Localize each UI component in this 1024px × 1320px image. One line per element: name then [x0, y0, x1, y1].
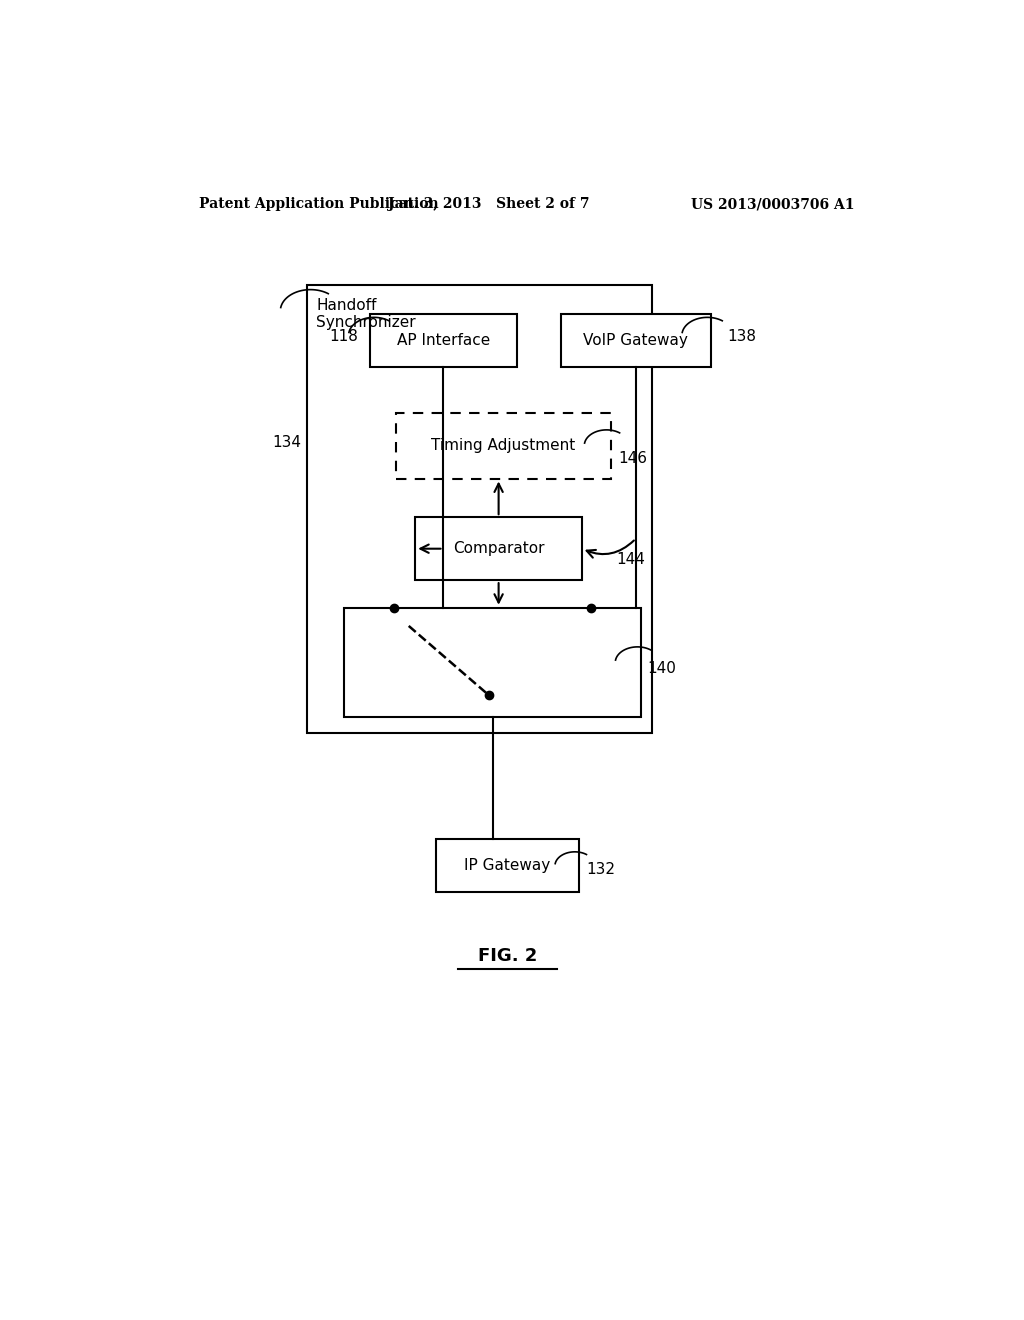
Bar [560, 314, 712, 367]
Bar [416, 517, 582, 581]
Bar [396, 413, 610, 479]
Text: Comparator: Comparator [453, 541, 545, 556]
Text: Jan. 3, 2013   Sheet 2 of 7: Jan. 3, 2013 Sheet 2 of 7 [388, 197, 590, 211]
Text: FIG. 2: FIG. 2 [477, 948, 537, 965]
Text: US 2013/0003706 A1: US 2013/0003706 A1 [690, 197, 854, 211]
FancyArrowPatch shape [587, 540, 634, 557]
Text: 132: 132 [587, 862, 615, 878]
Bar [370, 314, 517, 367]
Text: 146: 146 [618, 450, 647, 466]
Text: VoIP Gateway: VoIP Gateway [584, 333, 688, 348]
Text: 138: 138 [727, 329, 756, 343]
Text: Timing Adjustment: Timing Adjustment [431, 438, 575, 453]
Bar [344, 607, 641, 718]
Text: Handoff
Synchronizer: Handoff Synchronizer [316, 297, 416, 330]
Bar [436, 840, 579, 892]
Text: 144: 144 [616, 552, 645, 568]
Text: 118: 118 [330, 329, 358, 343]
Text: IP Gateway: IP Gateway [464, 858, 551, 874]
Text: 134: 134 [272, 436, 301, 450]
Text: AP Interface: AP Interface [397, 333, 490, 348]
Text: 140: 140 [648, 661, 677, 676]
Text: Patent Application Publication: Patent Application Publication [200, 197, 439, 211]
Bar [306, 285, 652, 733]
